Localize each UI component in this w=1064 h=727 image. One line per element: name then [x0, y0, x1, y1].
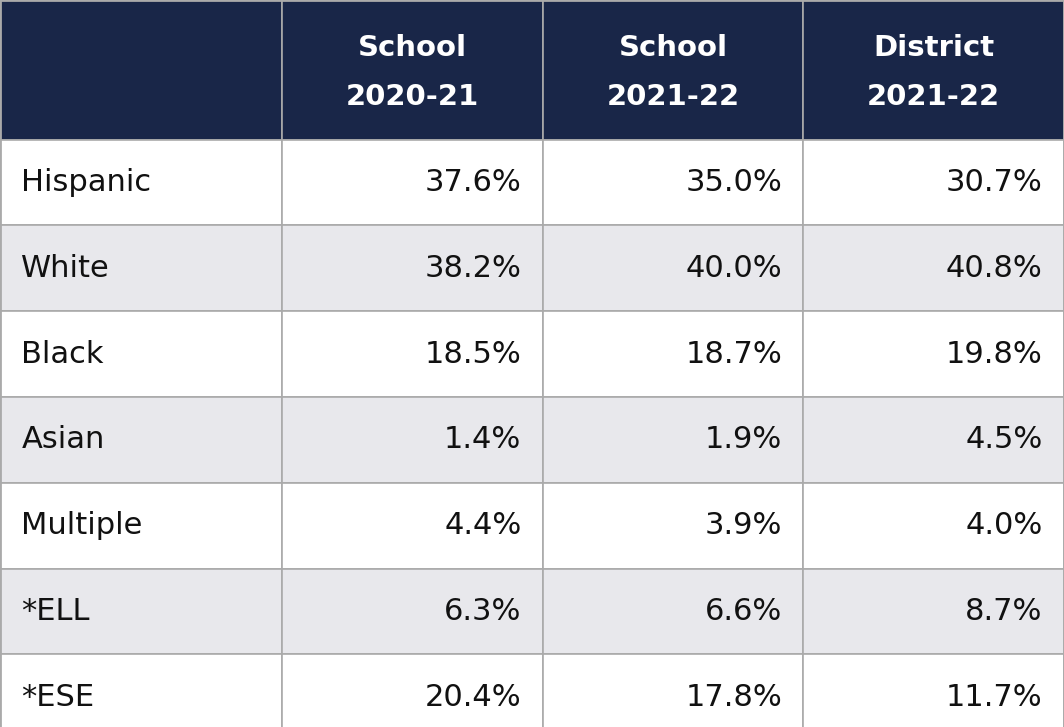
Bar [803, 569, 1064, 654]
Text: 1.9%: 1.9% [704, 425, 782, 454]
Bar [543, 225, 803, 311]
Text: 8.7%: 8.7% [965, 597, 1043, 626]
Bar [0, 0, 282, 140]
Bar [282, 140, 543, 225]
Text: 35.0%: 35.0% [685, 168, 782, 197]
Text: 4.4%: 4.4% [444, 511, 521, 540]
Bar [282, 0, 543, 140]
Bar [543, 140, 803, 225]
Bar [803, 397, 1064, 483]
Bar [282, 569, 543, 654]
Bar [0, 311, 282, 397]
Text: 38.2%: 38.2% [425, 254, 521, 283]
Bar [803, 140, 1064, 225]
Bar [0, 483, 282, 569]
Text: School: School [358, 34, 467, 62]
Text: 37.6%: 37.6% [425, 168, 521, 197]
Bar [0, 225, 282, 311]
Text: *ELL: *ELL [21, 597, 89, 626]
Text: 2021-22: 2021-22 [867, 84, 1000, 111]
Text: 40.8%: 40.8% [946, 254, 1043, 283]
Text: 20.4%: 20.4% [425, 683, 521, 712]
Bar [0, 569, 282, 654]
Bar [543, 569, 803, 654]
Text: 17.8%: 17.8% [685, 683, 782, 712]
Text: 30.7%: 30.7% [946, 168, 1043, 197]
Text: 18.7%: 18.7% [685, 340, 782, 369]
Text: District: District [874, 34, 994, 62]
Bar [803, 0, 1064, 140]
Bar [282, 483, 543, 569]
Bar [282, 654, 543, 727]
Text: 6.3%: 6.3% [444, 597, 521, 626]
Bar [803, 311, 1064, 397]
Text: Asian: Asian [21, 425, 104, 454]
Text: Black: Black [21, 340, 104, 369]
Bar [803, 483, 1064, 569]
Bar [803, 654, 1064, 727]
Bar [0, 654, 282, 727]
Text: 1.4%: 1.4% [444, 425, 521, 454]
Text: *ESE: *ESE [21, 683, 95, 712]
Bar [543, 654, 803, 727]
Bar [803, 225, 1064, 311]
Text: Multiple: Multiple [21, 511, 143, 540]
Text: 3.9%: 3.9% [704, 511, 782, 540]
Bar [543, 397, 803, 483]
Text: 2021-22: 2021-22 [606, 84, 739, 111]
Text: 40.0%: 40.0% [685, 254, 782, 283]
Bar [282, 397, 543, 483]
Text: 6.6%: 6.6% [704, 597, 782, 626]
Text: 2020-21: 2020-21 [346, 84, 479, 111]
Bar [282, 311, 543, 397]
Text: White: White [21, 254, 110, 283]
Bar [0, 397, 282, 483]
Bar [282, 225, 543, 311]
Text: 4.0%: 4.0% [965, 511, 1043, 540]
Text: 19.8%: 19.8% [946, 340, 1043, 369]
Bar [0, 140, 282, 225]
Text: 4.5%: 4.5% [965, 425, 1043, 454]
Bar [543, 483, 803, 569]
Text: Hispanic: Hispanic [21, 168, 151, 197]
Text: School: School [618, 34, 728, 62]
Bar [543, 0, 803, 140]
Text: 18.5%: 18.5% [425, 340, 521, 369]
Text: 11.7%: 11.7% [946, 683, 1043, 712]
Bar [543, 311, 803, 397]
